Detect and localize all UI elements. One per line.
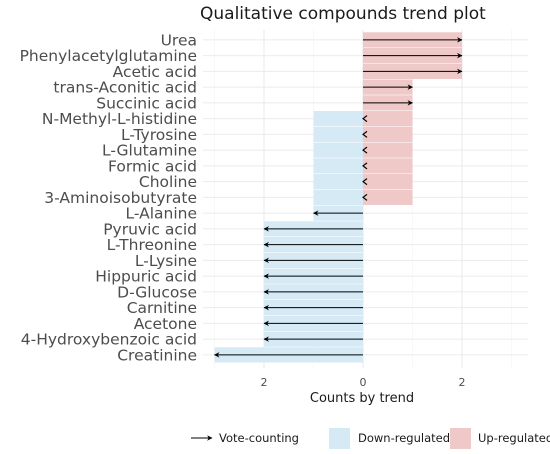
legend-label-down-regulated: Down-regulated <box>358 431 450 445</box>
legend-label-vote-counting: Vote-counting <box>219 431 299 445</box>
y-tick-label: Acetone <box>134 315 197 333</box>
y-tick-label: Acetic acid <box>113 63 197 81</box>
bar-up-regulated <box>363 189 413 205</box>
x-tick-label: 2 <box>459 376 466 389</box>
y-tick-label: Urea <box>161 31 197 49</box>
vote-arrow <box>362 130 368 138</box>
y-tick-label: trans-Aconitic acid <box>53 79 197 97</box>
y-tick-label: 4-Hydroxybenzoic acid <box>21 331 197 349</box>
y-tick-label: Formic acid <box>108 157 197 175</box>
bar-down-regulated <box>313 158 363 174</box>
vote-arrow <box>362 146 368 154</box>
y-tick-label: Creatinine <box>117 346 197 364</box>
bar-down-regulated <box>313 189 363 205</box>
vote-arrow <box>362 115 368 123</box>
bar-down-regulated <box>313 174 363 190</box>
chart-title: Qualitative compounds trend plot <box>200 4 486 24</box>
x-tick-label: 2 <box>261 376 268 389</box>
y-tick-label: Succinic acid <box>96 94 197 112</box>
y-tick-label: L-Tyrosine <box>121 126 197 144</box>
y-tick-label: Carnitine <box>127 299 197 317</box>
y-tick-label: L-Alanine <box>125 205 197 223</box>
y-tick-label: Phenylacetylglutamine <box>20 47 197 65</box>
y-tick-label: L-Lysine <box>135 252 197 270</box>
legend-key-up-regulated <box>450 428 471 449</box>
y-tick-label: Hippuric acid <box>95 268 197 286</box>
vote-arrow <box>362 193 368 201</box>
y-tick-label: L-Threonine <box>107 236 197 254</box>
vote-arrow <box>362 178 368 186</box>
y-tick-label: Pyruvic acid <box>103 220 197 238</box>
legend-label-up-regulated: Up-regulated <box>478 431 550 445</box>
y-tick-label: D-Glucose <box>117 283 197 301</box>
bar-up-regulated <box>363 174 413 190</box>
legend-key-down-regulated <box>329 428 350 449</box>
y-tick-label: 3-Aminoisobutyrate <box>44 189 197 207</box>
y-tick-label: Choline <box>139 173 197 191</box>
bar-down-regulated <box>313 111 363 127</box>
bar-down-regulated <box>313 142 363 158</box>
y-tick-label: L-Glutamine <box>102 142 197 160</box>
x-tick-label: 0 <box>360 376 367 389</box>
bar-up-regulated <box>363 158 413 174</box>
bar-up-regulated <box>363 111 413 127</box>
y-tick-label: N-Methyl-L-histidine <box>42 110 197 128</box>
bar-up-regulated <box>363 142 413 158</box>
x-axis-label: Counts by trend <box>310 391 414 406</box>
bar-down-regulated <box>313 126 363 142</box>
bar-up-regulated <box>363 126 413 142</box>
vote-arrow <box>362 162 368 170</box>
